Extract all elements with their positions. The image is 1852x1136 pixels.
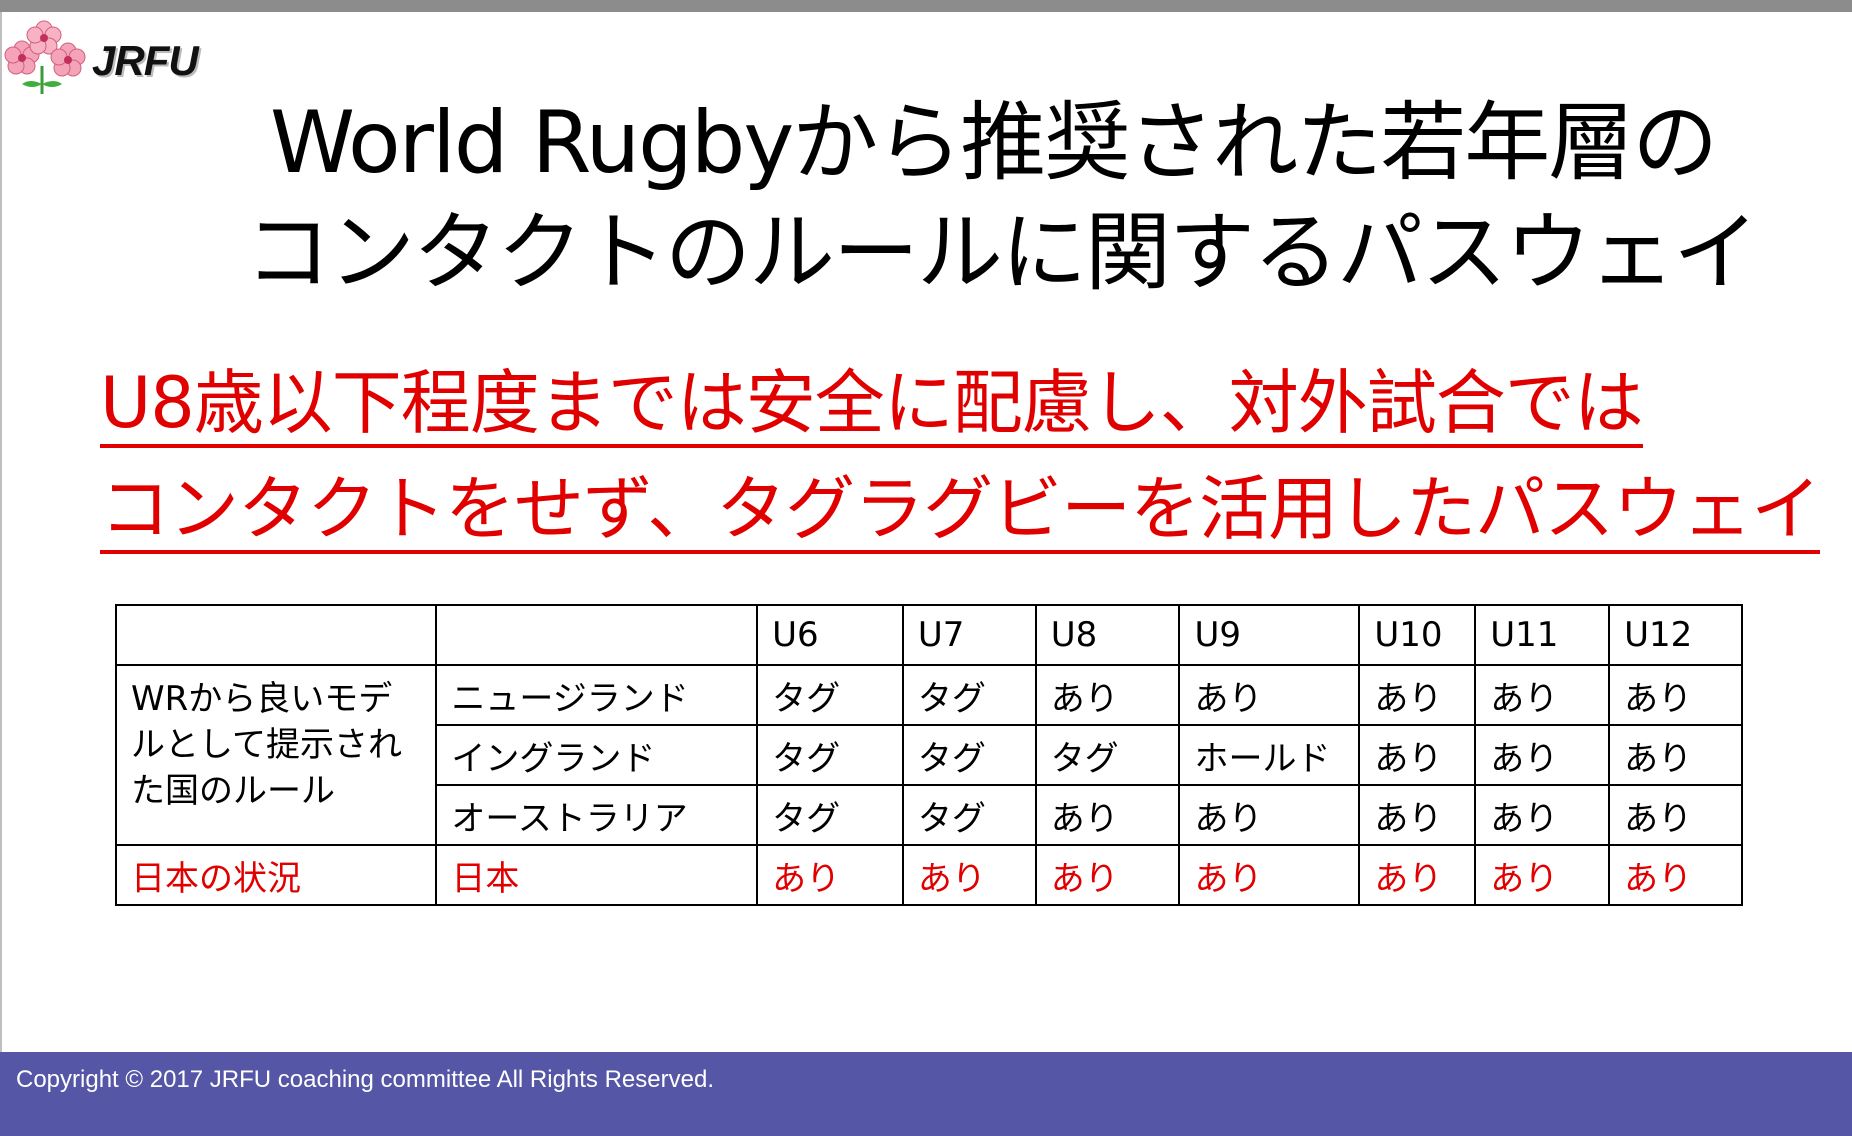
table-cell: タグ [756, 784, 904, 846]
title-line-2: コンタクトのルールに関するパスウェイ [245, 203, 1759, 303]
table-row: WRから良いモデルとして提示された国のルール ニュージランド タグ タグ あり … [114, 664, 1743, 846]
subtitle: U8歳以下程度までは安全に配慮し、対外試合では コンタクトをせず、タグラグビーを… [100, 350, 1821, 562]
table-cell: あり [1358, 844, 1477, 906]
table-cell: タグ [756, 724, 904, 786]
page-title: World Rugbyから推奨された若年層の コンタクトのルールに関するパスウェ… [240, 88, 1820, 308]
table-cell: あり [1358, 664, 1477, 726]
table-header-row: U6 U7 U8 U9 U10 U11 U12 [114, 604, 1743, 666]
table-cell: タグ [756, 664, 904, 726]
table-cell: あり [1034, 844, 1181, 906]
table-cell: あり [1474, 844, 1611, 906]
country-cell: ニュージランド [435, 664, 759, 726]
table-cell: あり [1608, 664, 1743, 726]
japan-label-cell: 日本の状況 [114, 844, 438, 906]
table-row: イングランド タグ タグ タグ ホールド あり あり あり [116, 724, 1743, 786]
table-cell: あり [1178, 844, 1361, 906]
table-cell: あり [1358, 724, 1477, 786]
table-cell: タグ [901, 784, 1037, 846]
column-header: U10 [1358, 604, 1477, 666]
footer-bar: Copyright © 2017 JRFU coaching committee… [0, 1052, 1852, 1136]
table-cell: あり [1474, 784, 1611, 846]
table-cell: ホールド [1178, 724, 1361, 786]
table-cell: あり [1034, 784, 1181, 846]
table-cell: タグ [901, 664, 1037, 726]
table-cell: あり [1474, 724, 1611, 786]
table-cell: あり [1358, 784, 1477, 846]
top-bar [0, 0, 1852, 12]
column-header: U12 [1608, 604, 1743, 666]
table-cell: あり [1178, 784, 1361, 846]
country-cell: オーストラリア [435, 784, 759, 846]
country-cell: イングランド [435, 724, 759, 786]
contact-rules-table: U6 U7 U8 U9 U10 U11 U12 WRから良いモデルとして提示され… [114, 604, 1743, 906]
column-header: U7 [901, 604, 1037, 666]
table-cell: あり [1034, 664, 1181, 726]
table-cell: あり [1474, 664, 1611, 726]
header-empty-cell [114, 604, 438, 666]
sakura-flower-icon [4, 20, 86, 94]
subtitle-line-1: U8歳以下程度までは安全に配慮し、対外試合では [100, 362, 1644, 448]
table-cell: あり [901, 844, 1037, 906]
table-cell: あり [1608, 844, 1743, 906]
left-edge [0, 12, 2, 1052]
logo-text: JRFU [92, 37, 199, 84]
column-header: U8 [1034, 604, 1181, 666]
table-cell: あり [1608, 784, 1743, 846]
column-header: U11 [1474, 604, 1611, 666]
country-cell: 日本 [435, 844, 759, 906]
table-cell: あり [1608, 724, 1743, 786]
table-cell: タグ [1034, 724, 1181, 786]
title-line-1: World Rugbyから推奨された若年層の [270, 93, 1718, 193]
table-cell: あり [1178, 664, 1361, 726]
japan-row: 日本の状況 日本 あり あり あり あり あり あり あり [114, 844, 1743, 906]
header-empty-cell [435, 604, 759, 666]
jrfu-logo: JRFU [2, 14, 212, 98]
table-row: オーストラリア タグ タグ あり あり あり あり あり [116, 784, 1743, 846]
table-cell: あり [756, 844, 904, 906]
group-label-cell: WRから良いモデルとして提示された国のルール [114, 664, 438, 846]
copyright-text: Copyright © 2017 JRFU coaching committee… [16, 1066, 714, 1093]
column-header: U9 [1178, 604, 1361, 666]
subtitle-line-2: コンタクトをせず、タグラグビーを活用したパスウェイ [100, 468, 1821, 554]
table-cell: タグ [901, 724, 1037, 786]
column-header: U6 [756, 604, 904, 666]
